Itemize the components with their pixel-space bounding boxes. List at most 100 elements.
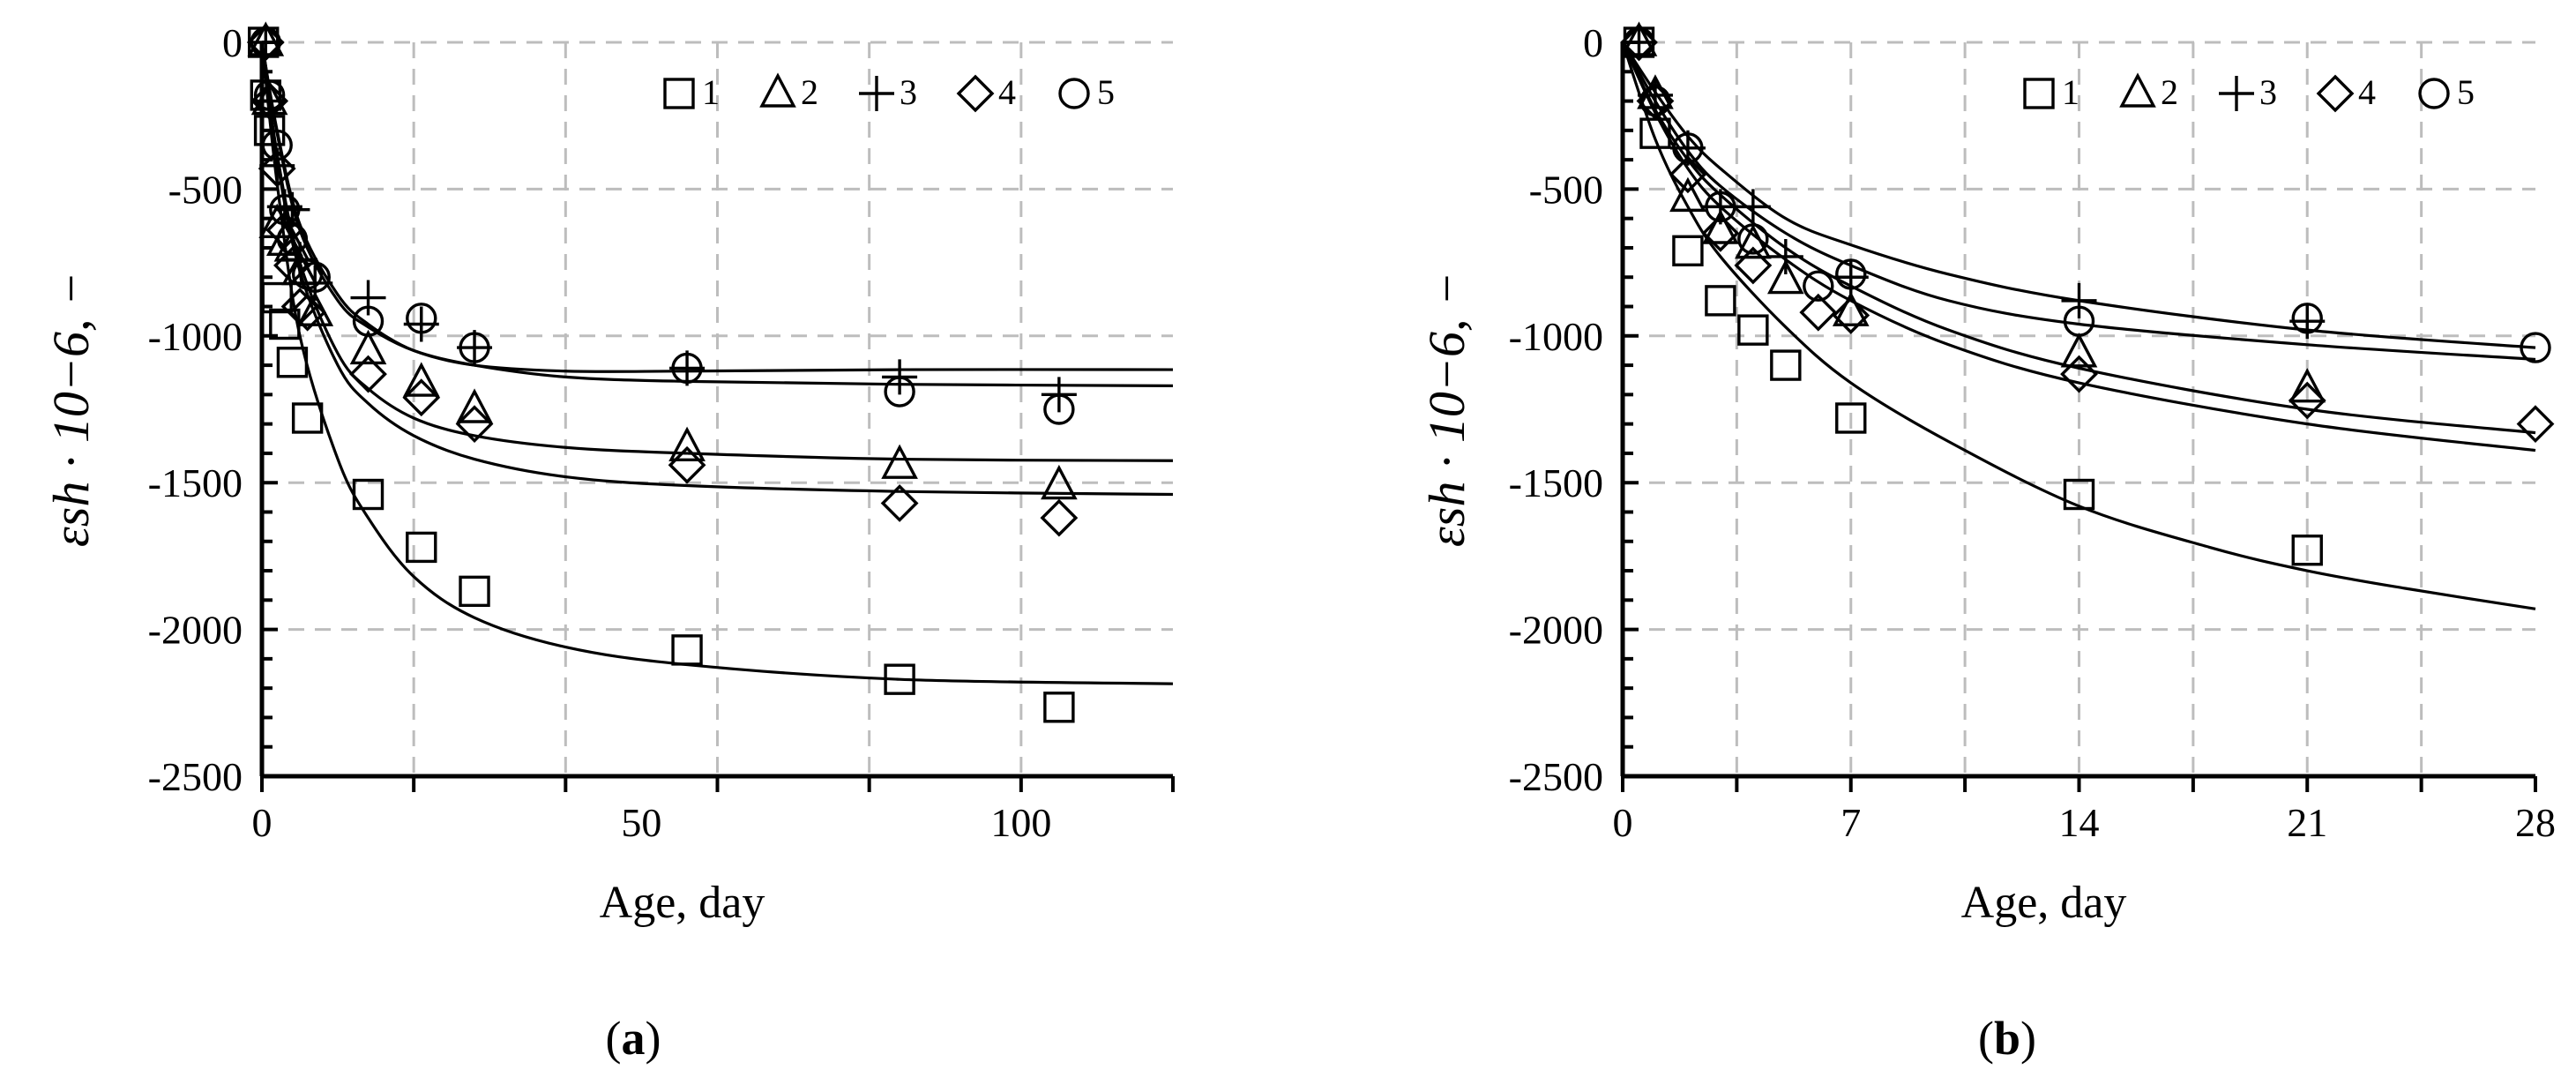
series-3-markers	[248, 25, 1077, 413]
series-4-point	[258, 149, 296, 188]
y-tick-label: -1500	[148, 460, 243, 505]
legend-label-1: 1	[2062, 72, 2079, 112]
series-2-point	[2060, 333, 2098, 368]
series-2-point	[1766, 258, 1804, 295]
y-tick-label: -500	[168, 167, 243, 212]
legend: 1 2 3 4 5	[2023, 72, 2475, 113]
x-tick-label: 14	[2059, 800, 2100, 845]
y-tick-label: -2500	[1509, 754, 1603, 799]
grid-lines	[1623, 41, 2535, 776]
series-3-point	[457, 330, 493, 366]
y-tick-label: -1000	[148, 314, 243, 359]
y-tick-label: -1000	[1509, 314, 1603, 359]
series-5-markers	[1623, 26, 2551, 363]
series-1-point	[2291, 535, 2323, 566]
series-3-point	[248, 25, 284, 60]
legend-label-1: 1	[702, 72, 720, 112]
series-5-point	[2520, 332, 2551, 363]
series-4-point	[1832, 296, 1870, 334]
legend-label-5: 5	[1097, 72, 1115, 112]
series-3-point	[669, 350, 706, 386]
legend-marker-4	[956, 74, 995, 113]
series-5-point	[406, 303, 437, 334]
series-1-point	[671, 634, 703, 666]
legend-label-4: 4	[2358, 72, 2376, 112]
series-2-point	[456, 388, 493, 423]
series-1-point	[406, 531, 437, 564]
grid-lines	[262, 41, 1173, 776]
series-4-point	[455, 405, 494, 444]
series-5-point	[1737, 223, 1769, 255]
series-4-point	[1620, 23, 1658, 62]
series-1-point	[1737, 314, 1769, 346]
series-1-point	[291, 402, 324, 434]
legend-label-2: 2	[801, 72, 818, 112]
x-tick-label: 50	[621, 800, 661, 845]
series-5-point	[1623, 26, 1655, 58]
series-3-point	[1735, 189, 1771, 225]
series-3-point	[1621, 25, 1657, 60]
series-2-point	[1669, 176, 1706, 213]
series-5-point	[2291, 303, 2323, 334]
series-5-point	[1672, 132, 1704, 164]
series-5-point	[671, 352, 703, 385]
series-4-point	[349, 355, 387, 393]
legend: 1 2 3 4 5	[663, 72, 1115, 113]
series-5-point	[352, 305, 385, 337]
panel-a-label-letter: a	[622, 1012, 646, 1065]
series-4-point	[1734, 246, 1773, 285]
series-4-point	[1799, 293, 1838, 332]
x-tick-label: 21	[2287, 800, 2327, 845]
series-5-point	[2063, 305, 2095, 337]
x-tick-label: 7	[1841, 800, 1861, 845]
series-5-point	[261, 129, 293, 161]
series-4-point	[250, 82, 289, 120]
panel-b-label-letter: b	[1994, 1012, 2020, 1065]
series-2-point	[2289, 368, 2326, 403]
legend-marker-5	[2418, 78, 2450, 109]
series-5-point	[459, 332, 490, 363]
x-tick-label: 0	[252, 800, 273, 845]
series-2-point	[402, 362, 440, 397]
panel-a-label: (a)	[606, 1012, 661, 1065]
legend-label-4: 4	[998, 72, 1016, 112]
series-4-point	[2516, 405, 2555, 444]
series-5-markers	[250, 26, 1075, 425]
series-1-point	[1770, 349, 1802, 381]
legend-marker-2	[2119, 72, 2156, 108]
series-5-point	[884, 376, 915, 408]
series-5-point	[299, 261, 331, 293]
series-1-point	[352, 478, 385, 511]
series-1-point	[2063, 478, 2095, 511]
series-4-point	[880, 484, 919, 522]
y-tick-label: -2500	[148, 754, 243, 799]
series-3-markers	[1621, 25, 2326, 340]
series-1-point	[1705, 285, 1736, 317]
x-axis-title: Age, day	[1961, 878, 2127, 928]
series-4-point	[1669, 155, 1707, 194]
series-4-point	[2288, 381, 2326, 420]
series-5-point	[1705, 191, 1736, 223]
series-4-point	[2060, 355, 2098, 393]
series-5-point	[1043, 393, 1075, 425]
series-1-point	[1835, 402, 1867, 434]
panel-b-label: (b)	[1978, 1012, 2036, 1065]
series-4-point	[668, 445, 706, 484]
y-tick-label: -2000	[1509, 608, 1603, 653]
series-4-point	[288, 293, 327, 332]
legend-label-3: 3	[900, 72, 917, 112]
series-2-point	[1832, 291, 1870, 326]
series-1-point	[1672, 235, 1704, 266]
series-2-point	[1702, 209, 1739, 244]
series-3-point	[1767, 238, 1803, 274]
legend-label-2: 2	[2161, 72, 2178, 112]
legend-label-5: 5	[2457, 72, 2475, 112]
series-4-point	[402, 378, 441, 417]
series-4-markers	[1620, 23, 2555, 444]
y-tick-label: -2000	[148, 608, 243, 653]
series-2-point	[668, 426, 706, 461]
legend-marker-5	[1058, 78, 1090, 109]
y-tick-label: -1500	[1509, 460, 1603, 505]
